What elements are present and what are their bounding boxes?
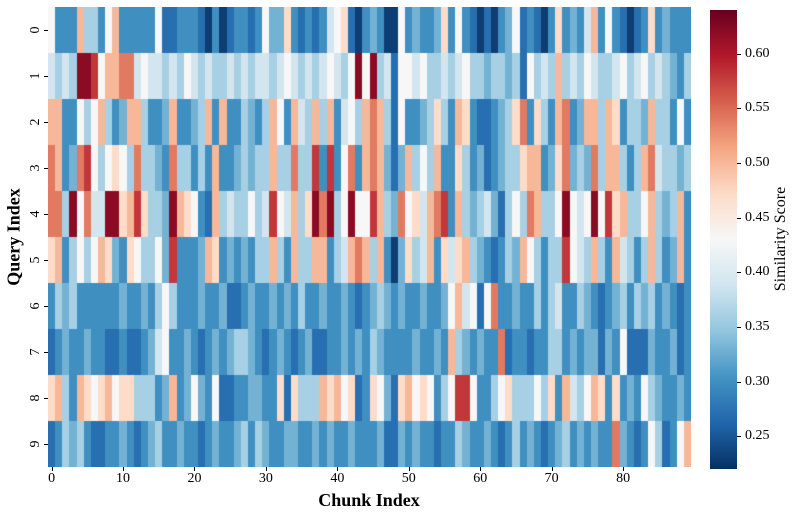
x-tick-label: 80 bbox=[616, 471, 631, 486]
y-tick-mark bbox=[44, 352, 48, 353]
x-tick-mark bbox=[51, 467, 53, 471]
heatmap-plot bbox=[48, 7, 691, 467]
x-tick-mark bbox=[551, 467, 553, 471]
x-tick-mark bbox=[337, 467, 339, 471]
y-tick-mark bbox=[44, 306, 48, 307]
colorbar-tick-mark bbox=[737, 381, 741, 383]
y-tick-label: 4 bbox=[28, 210, 43, 218]
y-tick-label: 9 bbox=[28, 440, 43, 448]
colorbar-tick-label: 0.60 bbox=[745, 45, 770, 61]
colorbar-tick-mark bbox=[737, 163, 741, 164]
y-tick-label: 5 bbox=[28, 256, 43, 264]
colorbar bbox=[710, 10, 737, 469]
y-tick-label: 8 bbox=[28, 394, 43, 402]
colorbar-tick-mark bbox=[737, 53, 741, 55]
colorbar-tick-label: 0.50 bbox=[745, 155, 770, 170]
colorbar-tick-label: 0.30 bbox=[745, 373, 770, 389]
x-tick-mark bbox=[480, 467, 482, 471]
y-tick-mark bbox=[44, 122, 48, 123]
y-tick-label: 6 bbox=[28, 302, 43, 310]
x-tick-mark bbox=[623, 467, 625, 471]
y-tick-mark bbox=[44, 30, 48, 31]
x-tick-label: 0 bbox=[48, 471, 56, 486]
colorbar-tick-label: 0.55 bbox=[745, 100, 770, 116]
colorbar-tick-mark bbox=[737, 217, 741, 219]
y-tick-mark bbox=[44, 168, 48, 169]
colorbar-tick-label: 0.35 bbox=[745, 318, 770, 334]
y-tick-mark bbox=[44, 444, 48, 445]
x-tick-label: 30 bbox=[258, 471, 273, 486]
colorbar-tick-label: 0.45 bbox=[745, 209, 770, 225]
x-tick-label: 70 bbox=[544, 471, 559, 486]
colorbar-tick-label: 0.40 bbox=[745, 264, 770, 280]
x-tick-mark bbox=[123, 467, 125, 471]
x-tick-mark bbox=[265, 467, 267, 471]
colorbar-tick-mark bbox=[737, 326, 741, 328]
colorbar-tick-mark bbox=[737, 108, 741, 110]
y-tick-mark bbox=[44, 260, 48, 261]
colorbar-tick-mark bbox=[737, 272, 741, 274]
y-tick-label: 7 bbox=[28, 348, 43, 356]
x-tick-mark bbox=[194, 467, 196, 471]
y-tick-mark bbox=[44, 76, 48, 77]
x-tick-label: 20 bbox=[187, 471, 202, 486]
y-axis-title: Query Index bbox=[3, 188, 24, 286]
x-tick-label: 10 bbox=[116, 471, 131, 486]
x-tick-label: 50 bbox=[401, 471, 416, 486]
x-axis-title: Chunk Index bbox=[318, 490, 420, 510]
y-tick-label: 2 bbox=[28, 118, 43, 126]
x-tick-label: 60 bbox=[473, 471, 488, 486]
x-tick-mark bbox=[408, 467, 410, 471]
y-tick-label: 3 bbox=[28, 164, 43, 172]
x-tick-label: 40 bbox=[330, 471, 345, 486]
colorbar-title: Similarity Score bbox=[772, 186, 789, 292]
y-tick-label: 1 bbox=[28, 72, 43, 80]
y-tick-mark bbox=[44, 214, 48, 215]
y-tick-mark bbox=[44, 398, 48, 399]
y-tick-label: 0 bbox=[28, 26, 43, 34]
colorbar-tick-mark bbox=[737, 436, 741, 438]
colorbar-tick-label: 0.25 bbox=[745, 428, 770, 444]
